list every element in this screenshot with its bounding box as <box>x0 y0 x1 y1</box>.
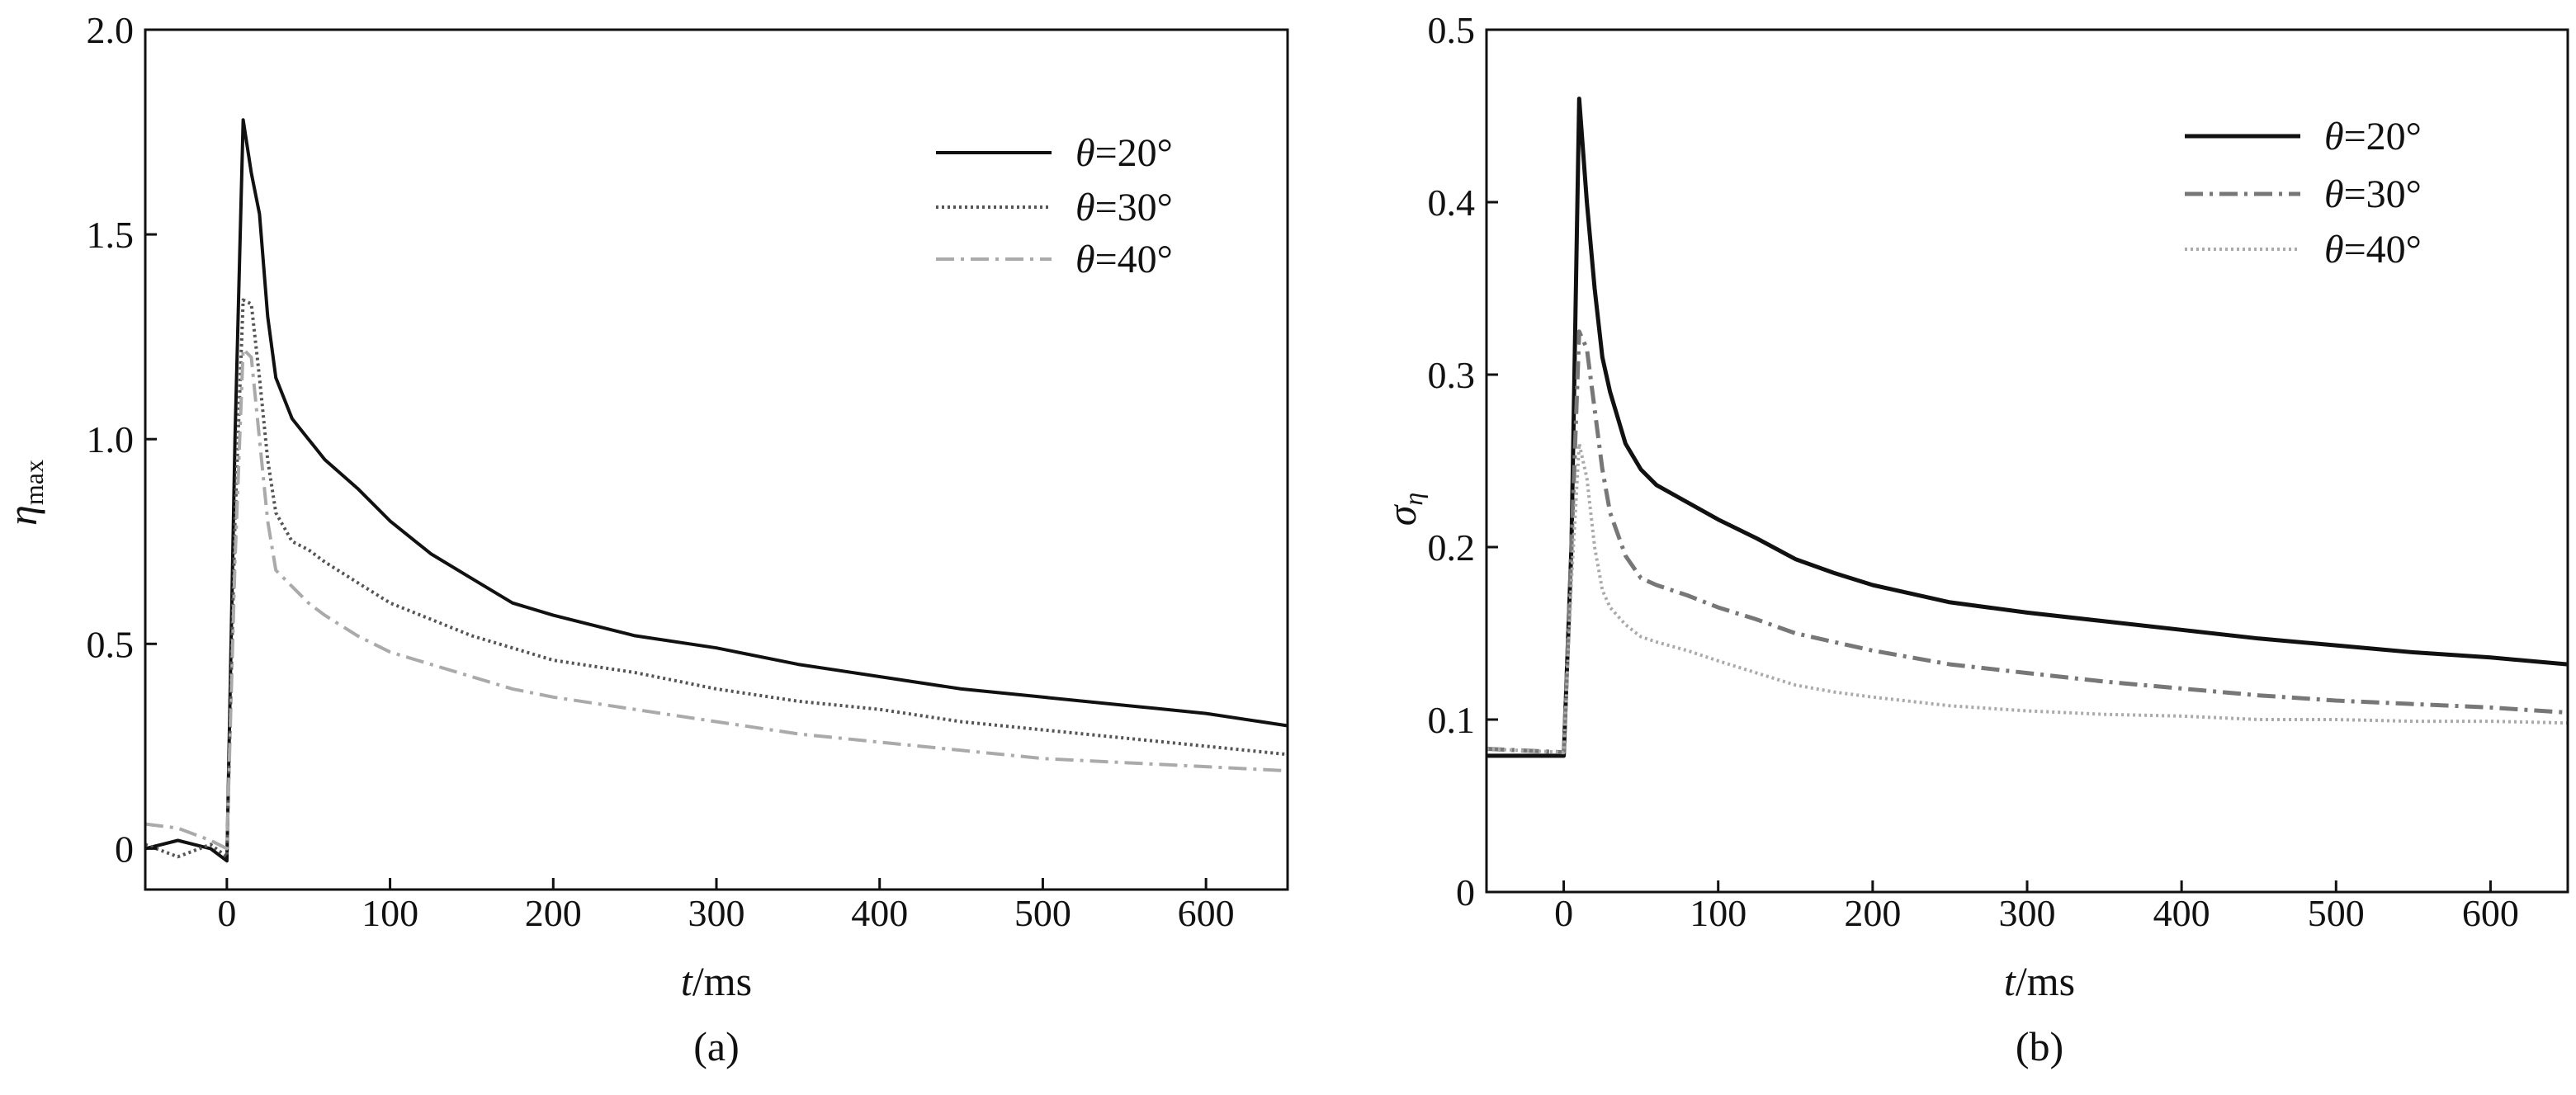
y-tick-label: 0.2 <box>1428 526 1476 569</box>
panel-label: (b) <box>2016 1023 2063 1069</box>
legend-value: =40° <box>1095 238 1173 281</box>
legend-theta: θ <box>1075 238 1095 281</box>
x-tick-label: 100 <box>1690 892 1746 934</box>
x-axis-label-var: t <box>2004 958 2016 1004</box>
legend-value: =20° <box>2344 115 2422 158</box>
series-line-1 <box>144 118 1288 863</box>
x-tick-label: 300 <box>1999 892 2056 934</box>
y-tick-label: 0.5 <box>87 623 135 665</box>
series-line-3 <box>1486 441 2569 754</box>
x-tick-label: 200 <box>1844 892 1901 934</box>
x-tick-label: 400 <box>851 892 908 934</box>
x-axis-label-var: t <box>681 958 693 1004</box>
x-tick-label: 400 <box>2153 892 2210 934</box>
x-tick-label: 500 <box>2308 892 2365 934</box>
legend-label-2: θ=30° <box>1075 186 1173 229</box>
legend-label-1: θ=20° <box>2324 115 2422 158</box>
panel-label: (a) <box>693 1023 740 1069</box>
legend-label-1: θ=20° <box>1075 131 1173 175</box>
series-line-3 <box>144 347 1288 851</box>
y-axis-label-var: σ <box>1378 503 1425 526</box>
legend-value: =30° <box>2344 172 2422 216</box>
x-tick-label: 500 <box>1014 892 1071 934</box>
legend-theta: θ <box>1075 131 1095 175</box>
legend-label-2: θ=30° <box>2324 172 2422 216</box>
y-tick-label: 1.5 <box>87 214 135 256</box>
series-line-2 <box>144 298 1288 859</box>
x-tick-label: 0 <box>217 892 236 934</box>
x-tick-label: 300 <box>688 892 745 934</box>
y-tick-label: 0 <box>1456 871 1475 913</box>
y-axis-label-sub: η <box>1398 493 1428 506</box>
y-axis-label: ση <box>1378 493 1428 526</box>
y-axis-label-var: η <box>0 505 45 526</box>
y-axis-label: ηmax <box>0 460 49 526</box>
y-tick-label: 0.4 <box>1428 182 1476 224</box>
x-axis-label-unit: /ms <box>2016 958 2075 1004</box>
chart-panel-a: θ=20°θ=30°θ=40°0 100 200 300 400 500 60000.51.… <box>0 9 1289 1069</box>
x-axis-label: t/ms <box>681 958 752 1004</box>
legend-label-3: θ=40° <box>2324 228 2422 271</box>
series-line-1 <box>1487 97 2569 758</box>
y-tick-label: 1.0 <box>87 418 135 460</box>
legend-theta: θ <box>2324 115 2344 158</box>
x-tick-label: 200 <box>525 892 582 934</box>
y-tick-label: 0.3 <box>1428 354 1476 396</box>
legend-value: =20° <box>1095 131 1173 175</box>
x-axis-label-unit: /ms <box>692 958 752 1004</box>
y-axis-label-sub: max <box>19 460 49 505</box>
chart-panel-b: θ=20°θ=30°θ=40°0 100 200 300 400 500 60000.10.… <box>1378 9 2569 1069</box>
legend-theta: θ <box>1075 186 1095 229</box>
legend-theta: θ <box>2324 228 2344 271</box>
x-tick-label: 600 <box>1178 892 1235 934</box>
legend-value: =30° <box>1095 186 1173 229</box>
legend-theta: θ <box>2324 172 2344 216</box>
x-tick-label: 600 <box>2462 892 2519 934</box>
y-tick-label: 2.0 <box>87 9 135 51</box>
x-tick-label: 0 <box>1554 892 1573 934</box>
legend-value: =40° <box>2344 228 2422 271</box>
x-axis-label: t/ms <box>2004 958 2075 1004</box>
y-tick-label: 0 <box>115 828 134 870</box>
series-line-2 <box>1486 329 2569 755</box>
y-tick-label: 0.1 <box>1428 699 1476 741</box>
x-tick-label: 100 <box>362 892 418 934</box>
axes-frame <box>1485 28 2569 894</box>
legend-label-3: θ=40° <box>1075 238 1173 281</box>
y-tick-label: 0.5 <box>1428 9 1476 51</box>
